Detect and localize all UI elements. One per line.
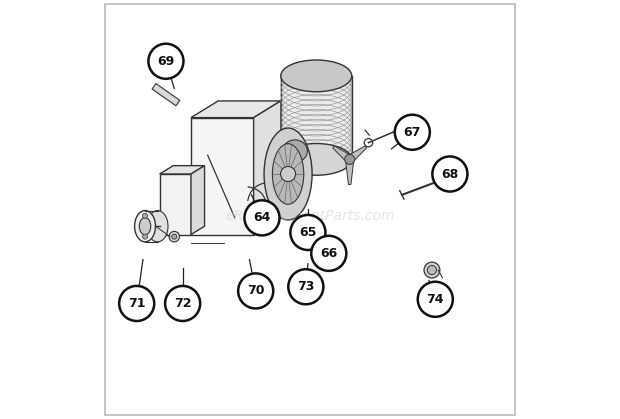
Text: 70: 70 <box>247 285 265 297</box>
Ellipse shape <box>140 217 151 235</box>
Polygon shape <box>191 118 254 235</box>
Text: 74: 74 <box>427 293 444 306</box>
Text: 64: 64 <box>254 211 271 224</box>
Text: 73: 73 <box>297 280 314 293</box>
Circle shape <box>418 282 453 317</box>
Circle shape <box>119 286 154 321</box>
FancyArrowPatch shape <box>260 197 278 215</box>
Circle shape <box>143 213 148 218</box>
Ellipse shape <box>272 144 304 204</box>
Circle shape <box>148 44 184 79</box>
Circle shape <box>143 234 148 239</box>
Polygon shape <box>345 159 354 184</box>
Text: 69: 69 <box>157 55 175 68</box>
Circle shape <box>432 156 467 191</box>
Polygon shape <box>191 166 205 235</box>
Ellipse shape <box>172 234 177 239</box>
Polygon shape <box>348 146 366 163</box>
Ellipse shape <box>264 128 312 220</box>
Text: 68: 68 <box>441 168 459 181</box>
Ellipse shape <box>281 60 352 92</box>
Polygon shape <box>333 146 352 163</box>
Polygon shape <box>160 166 205 174</box>
Circle shape <box>345 154 355 164</box>
Ellipse shape <box>424 262 440 278</box>
Circle shape <box>244 200 280 235</box>
Text: 65: 65 <box>299 226 317 239</box>
Ellipse shape <box>135 210 156 242</box>
Text: 67: 67 <box>404 126 421 139</box>
Circle shape <box>311 236 347 271</box>
Circle shape <box>395 115 430 150</box>
FancyArrowPatch shape <box>260 202 279 223</box>
Text: 71: 71 <box>128 297 146 310</box>
Circle shape <box>165 286 200 321</box>
Polygon shape <box>152 83 180 106</box>
Polygon shape <box>281 76 352 159</box>
Circle shape <box>288 269 324 304</box>
Circle shape <box>290 215 326 250</box>
FancyArrowPatch shape <box>248 183 265 200</box>
Ellipse shape <box>147 210 168 242</box>
Ellipse shape <box>281 144 352 175</box>
Circle shape <box>238 273 273 308</box>
Polygon shape <box>191 101 281 118</box>
Polygon shape <box>254 101 281 235</box>
Ellipse shape <box>169 231 180 242</box>
Text: 72: 72 <box>174 297 192 310</box>
Circle shape <box>281 166 296 181</box>
Ellipse shape <box>427 266 436 274</box>
FancyArrowPatch shape <box>248 187 267 209</box>
Polygon shape <box>160 174 191 235</box>
Text: eReplacementParts.com: eReplacementParts.com <box>225 209 395 223</box>
Text: 66: 66 <box>320 247 337 260</box>
Ellipse shape <box>283 140 308 162</box>
